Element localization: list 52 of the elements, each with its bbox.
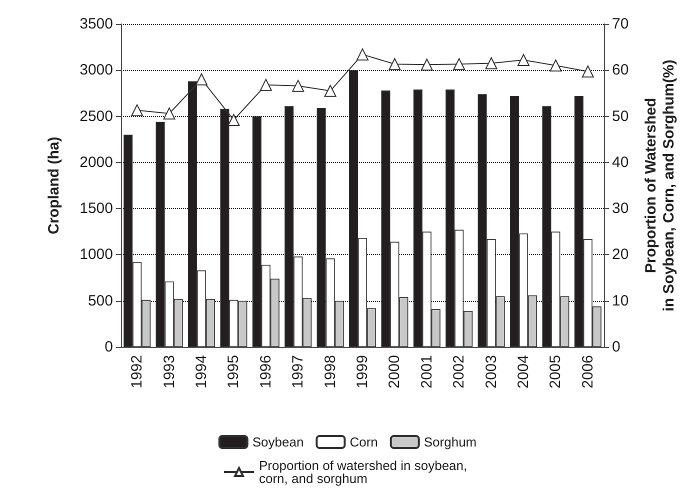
point [356, 48, 368, 60]
y2-tick-label: 70 [612, 16, 629, 32]
legend-label: Proportion of watershed in soybean, corn, and sorghum [259, 458, 468, 486]
point [485, 57, 498, 70]
y-tick-label: 3000 [80, 62, 113, 79]
y2-tick-label: 20 [612, 246, 629, 264]
legend-label: Sorghum [424, 434, 477, 450]
x-tick-label: 1992 [128, 355, 146, 388]
point [196, 73, 208, 86]
point [324, 84, 336, 97]
legend-label: Corn [350, 434, 378, 450]
point [163, 108, 176, 120]
x-tick-label: 1996 [257, 355, 274, 388]
point [582, 66, 594, 78]
x-tick-label: 1993 [160, 355, 178, 388]
x-tick-label: 1994 [193, 355, 210, 388]
point [228, 114, 240, 126]
point [550, 60, 562, 72]
point [292, 80, 304, 92]
y2-tick-label: 50 [612, 108, 629, 125]
point [388, 58, 401, 70]
y2-tick-label: 0 [612, 338, 620, 356]
y-tick-label: 2000 [80, 154, 113, 171]
x-tick-label: 2000 [386, 355, 404, 388]
y-tick-label: 1000 [80, 246, 113, 264]
x-tick-label: 2002 [450, 355, 468, 388]
point [518, 54, 530, 66]
x-tick-label: 1998 [322, 355, 339, 388]
y-axis-title: Cropland (ha) [46, 136, 62, 234]
y-tick-label: 0 [104, 338, 113, 356]
y2-tick-label: 60 [612, 62, 629, 79]
x-tick-label: 1995 [225, 355, 242, 388]
y-tick-label: 1500 [80, 200, 113, 218]
x-tick-label: 2001 [418, 355, 436, 388]
y2-tick-label: 30 [612, 200, 629, 218]
x-tick-label: 2003 [482, 355, 500, 388]
x-tick-label: 1999 [354, 355, 371, 388]
y2-tick-label: 40 [612, 154, 629, 171]
y2-axis-title: Proportion of Watershed in Soybean, Corn, and Sorghum(%) [642, 60, 678, 312]
point [420, 58, 433, 71]
legend-label: Soybean [252, 434, 304, 450]
point [453, 58, 466, 70]
y-tick-label: 500 [88, 292, 113, 310]
x-tick-label: 2004 [515, 355, 532, 388]
y-tick-label: 3500 [80, 16, 113, 32]
x-tick-label: 1997 [290, 355, 307, 388]
x-tick-label: 2005 [547, 355, 564, 388]
point [260, 78, 272, 91]
x-tick-label: 2006 [579, 355, 596, 388]
point [131, 104, 144, 116]
y-tick-label: 2500 [80, 108, 113, 125]
y2-tick-label: 10 [612, 292, 629, 310]
